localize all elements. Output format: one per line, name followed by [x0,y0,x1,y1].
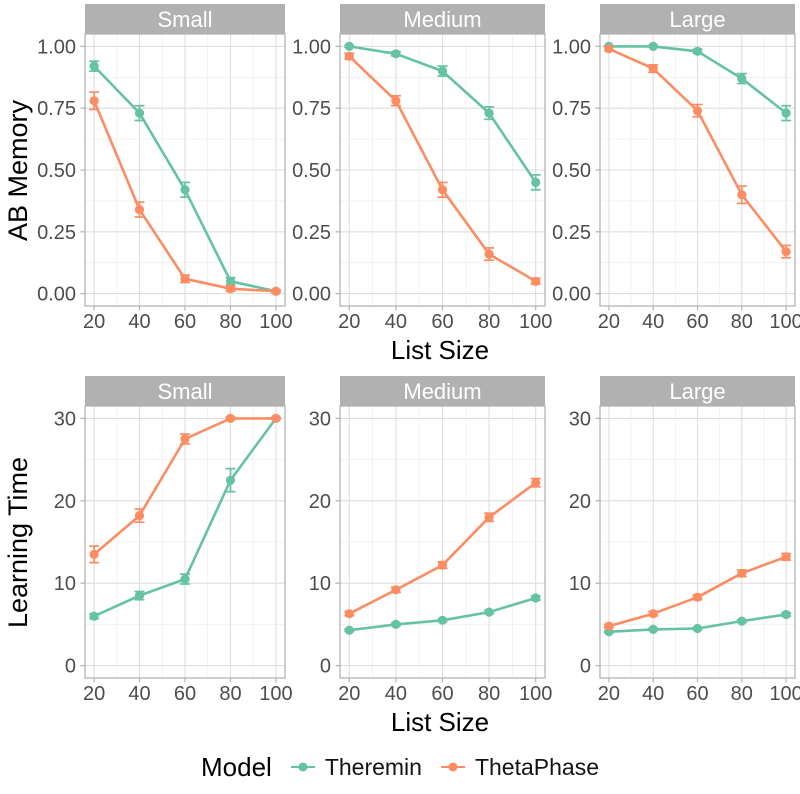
svg-text:20: 20 [598,311,620,333]
svg-text:100: 100 [519,683,552,705]
svg-text:100: 100 [259,683,292,705]
svg-text:60: 60 [431,311,453,333]
svg-text:60: 60 [686,683,708,705]
svg-text:40: 40 [385,311,407,333]
plot-row-learning-time: Learning Time Small 0 10 20 30 20 40 60 80 100 Med… [0,372,800,742]
x-axis-title-top: List Size [390,335,490,365]
legend-title: Model [200,751,272,782]
svg-text:1.00: 1.00 [292,36,331,58]
svg-text:80: 80 [219,311,241,333]
svg-text:100: 100 [769,683,800,705]
svg-text:0.25: 0.25 [292,222,331,244]
svg-text:20: 20 [598,683,620,705]
svg-text:20: 20 [83,311,105,333]
svg-text:80: 80 [731,683,753,705]
svg-text:80: 80 [478,311,500,333]
legend-item-theremin: Theremin [290,754,422,781]
svg-text:10: 10 [54,573,76,595]
svg-text:20: 20 [83,683,105,705]
legend: Model Theremin ThetaPhase [0,742,800,792]
svg-text:20: 20 [569,491,591,513]
thetaphase-pointrange-key-icon [440,762,465,772]
theremin-pointrange-key-icon [290,762,315,772]
svg-text:Small: Small [157,379,212,404]
svg-text:80: 80 [219,683,241,705]
svg-text:1.00: 1.00 [37,36,76,58]
svg-text:0: 0 [320,656,331,678]
svg-text:80: 80 [478,683,500,705]
svg-text:0.00: 0.00 [292,284,331,306]
svg-text:30: 30 [569,408,591,430]
svg-text:40: 40 [642,683,664,705]
svg-text:60: 60 [174,311,196,333]
svg-text:60: 60 [686,311,708,333]
legend-item-thetaphase: ThetaPhase [440,754,599,781]
svg-text:40: 40 [128,683,150,705]
svg-text:40: 40 [385,683,407,705]
x-axis-title-bottom: List Size [390,707,490,737]
svg-text:20: 20 [309,491,331,513]
svg-text:Large: Large [669,379,725,404]
svg-text:Large: Large [669,7,725,32]
svg-text:0: 0 [65,656,76,678]
svg-text:0.50: 0.50 [292,160,331,182]
svg-text:Medium: Medium [403,379,481,404]
svg-text:30: 30 [309,408,331,430]
svg-text:60: 60 [431,683,453,705]
svg-text:1.00: 1.00 [552,36,591,58]
legend-label-theremin: Theremin [324,753,422,780]
svg-text:20: 20 [338,311,360,333]
svg-text:0.75: 0.75 [37,98,76,120]
legend-label-thetaphase: ThetaPhase [474,753,599,780]
svg-text:Medium: Medium [403,7,481,32]
svg-text:0.75: 0.75 [292,98,331,120]
svg-text:0.00: 0.00 [552,284,591,306]
svg-text:0.50: 0.50 [552,160,591,182]
plot-row-ab-memory: AB Memory Small 0.00 0.25 0.50 0.75 1.00 20 40 6… [0,0,800,370]
svg-text:Small: Small [157,7,212,32]
svg-text:10: 10 [309,573,331,595]
svg-text:100: 100 [519,311,552,333]
svg-text:0.50: 0.50 [37,160,76,182]
svg-text:20: 20 [338,683,360,705]
svg-text:0.25: 0.25 [37,222,76,244]
svg-text:100: 100 [259,311,292,333]
svg-text:100: 100 [769,311,800,333]
svg-text:0.25: 0.25 [552,222,591,244]
svg-text:40: 40 [128,311,150,333]
svg-text:80: 80 [731,311,753,333]
svg-text:20: 20 [54,491,76,513]
facet-panels-ab-memory: Small 0.00 0.25 0.50 0.75 1.00 20 40 60 80 100 Medi… [37,4,800,333]
svg-text:60: 60 [174,683,196,705]
svg-text:0.75: 0.75 [552,98,591,120]
svg-text:0: 0 [580,656,591,678]
svg-text:40: 40 [642,311,664,333]
svg-text:0.00: 0.00 [37,284,76,306]
svg-text:10: 10 [569,573,591,595]
svg-text:30: 30 [54,408,76,430]
